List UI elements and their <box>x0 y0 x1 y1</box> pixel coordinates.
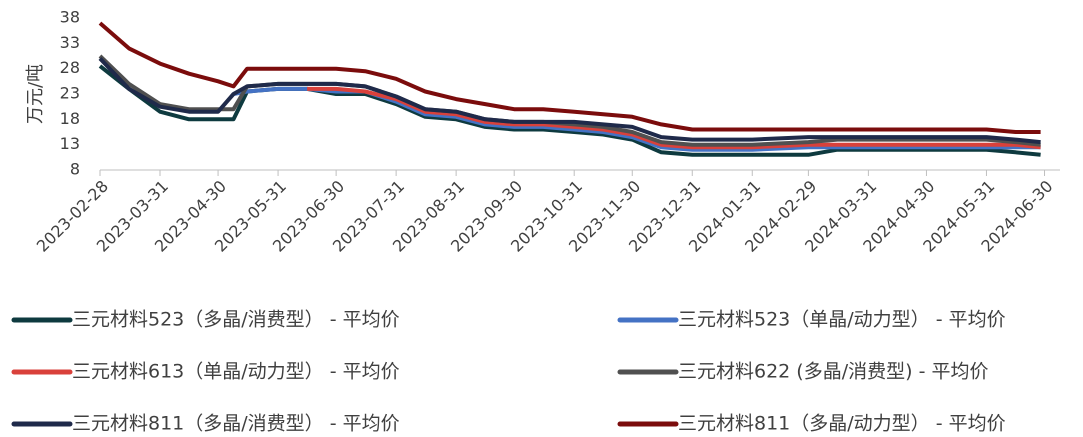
series-line <box>98 57 1041 145</box>
y-tick-label: 8 <box>70 160 80 179</box>
series-line <box>98 64 1041 157</box>
y-tick-label: 28 <box>60 58 80 77</box>
legend-label: 三元材料622 (多晶/消费型) - 平均价 <box>678 361 988 383</box>
legend-label: 三元材料811（多晶/消费型） - 平均价 <box>72 413 400 435</box>
y-tick-label: 38 <box>60 8 80 27</box>
y-tick-label: 13 <box>60 134 80 153</box>
legend-label: 三元材料811（多晶/动力型） - 平均价 <box>678 413 1006 435</box>
y-axis-label: 万元/吨 <box>25 64 46 124</box>
y-tick-label: 23 <box>60 84 80 103</box>
series-line <box>233 86 1041 152</box>
legend-label: 三元材料613（单晶/动力型） - 平均价 <box>72 361 400 383</box>
y-tick-label: 33 <box>60 33 80 52</box>
series-line <box>98 21 1041 134</box>
legend-label: 三元材料523（单晶/动力型） - 平均价 <box>678 309 1006 331</box>
y-tick-label: 18 <box>60 109 80 128</box>
series-line <box>307 86 1041 150</box>
legend-label: 三元材料523（多晶/消费型） - 平均价 <box>72 309 400 331</box>
